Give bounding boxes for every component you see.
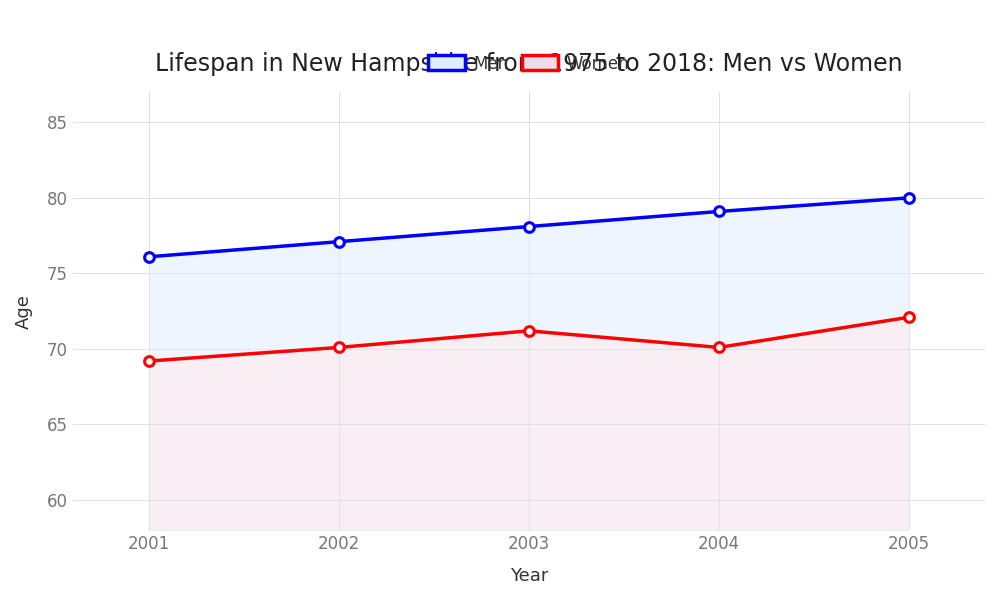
Y-axis label: Age: Age [15, 294, 33, 329]
Title: Lifespan in New Hampshire from 1975 to 2018: Men vs Women: Lifespan in New Hampshire from 1975 to 2… [155, 52, 903, 76]
Legend: Men, Women: Men, Women [422, 48, 636, 79]
X-axis label: Year: Year [510, 567, 548, 585]
